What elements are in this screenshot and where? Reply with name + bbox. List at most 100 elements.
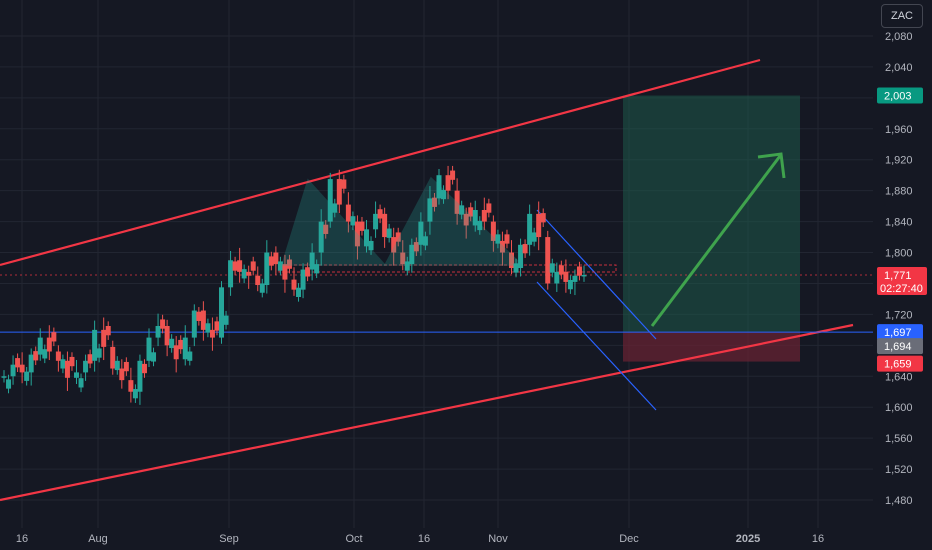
candle-body [19, 364, 25, 373]
candle-body [96, 348, 102, 358]
upper-channel-line [0, 58, 761, 267]
pattern-right-peak [383, 176, 524, 266]
candle-body [219, 287, 224, 338]
candle-body [114, 360, 120, 371]
candle-body [377, 209, 383, 219]
candle-body [459, 205, 465, 215]
time-tick-label: Sep [219, 533, 239, 545]
candle-body [572, 275, 578, 282]
candle-body [277, 261, 283, 271]
candle-body [200, 310, 206, 330]
candle-body [273, 252, 279, 265]
position-zones [623, 95, 800, 362]
time-tick-label: Aug [88, 533, 108, 545]
candles [1, 165, 587, 405]
candle-body [155, 326, 161, 338]
candle-body [536, 213, 542, 238]
candle-body [259, 283, 265, 293]
candle-body [391, 237, 397, 253]
candle-body [305, 267, 311, 277]
candle-body [354, 221, 360, 247]
candle-body [169, 338, 175, 349]
time-tick-label: Nov [488, 533, 508, 545]
candle-body [264, 252, 270, 286]
candle-body [382, 213, 388, 238]
candle-body [55, 351, 61, 361]
candle-body [431, 197, 437, 207]
neckline-box [278, 264, 617, 273]
double-top-pattern [280, 176, 524, 266]
descending-channel-upper [536, 209, 657, 340]
candle-body [64, 360, 70, 378]
candle-body [486, 203, 492, 213]
candle-body [74, 372, 79, 378]
candle-body [182, 337, 188, 360]
candle-body [368, 240, 374, 251]
price-tick-label: 1,600 [885, 402, 913, 414]
target-badge-bg [877, 87, 923, 104]
candle-body [336, 179, 342, 205]
candle-body [527, 213, 533, 245]
time-tick-label: 16 [16, 533, 28, 545]
candle-body [341, 179, 347, 189]
entry-badge-bg [877, 324, 923, 341]
candle-body [499, 240, 505, 253]
candle-body [191, 310, 197, 338]
candle-body [545, 237, 551, 284]
candle-body [268, 256, 274, 266]
candle-body [33, 351, 39, 361]
candle-body [413, 242, 419, 252]
candle-body [214, 321, 220, 331]
candle-body [15, 358, 21, 368]
candle-body [255, 275, 261, 286]
symbol-label[interactable]: ZAC [881, 4, 923, 28]
candle-body [164, 326, 170, 346]
candle-body [1, 376, 7, 378]
last-price-badge-bg [877, 266, 927, 295]
candle-body [386, 228, 392, 238]
candle-body [558, 265, 564, 275]
candle-body [477, 220, 483, 231]
time-tick-label: Oct [345, 533, 362, 545]
price-tick-label: 1,560 [885, 433, 913, 445]
candle-body [228, 260, 234, 288]
candle-body [250, 261, 256, 271]
candle-body [60, 359, 66, 369]
candle-body [92, 329, 98, 361]
time-tick-label: 2025 [736, 533, 760, 545]
time-axis[interactable]: 16 Aug Sep Oct 16 Nov Dec 2025 16 [16, 533, 824, 545]
candle-body [137, 360, 143, 392]
candle-body [232, 261, 238, 271]
candle-body [436, 175, 442, 199]
candle-body [291, 279, 297, 290]
candle-body [554, 271, 560, 284]
candle-body [223, 315, 229, 325]
candle-body [282, 264, 288, 280]
candle-body [132, 389, 138, 399]
candle-body [160, 319, 166, 329]
stop-line-badge-bg [877, 338, 923, 355]
candle-body [119, 368, 125, 381]
candle-body [237, 260, 243, 272]
candle-body [146, 337, 152, 361]
candle-body [101, 329, 107, 347]
candle-body [441, 189, 447, 200]
candle-body [87, 354, 93, 364]
candle-body [209, 329, 215, 338]
price-tick-label: 1,520 [885, 464, 913, 476]
candle-body [286, 259, 292, 269]
arrow-shaft [650, 155, 782, 327]
lower-channel-line [0, 323, 854, 502]
candle-body [345, 204, 351, 222]
candle-body [495, 234, 501, 244]
candle-body [178, 339, 184, 350]
candle-body [445, 175, 451, 191]
candle-body [518, 244, 524, 268]
price-tick-label: 1,800 [885, 248, 913, 260]
candle-body [309, 252, 315, 270]
candle-body [196, 311, 202, 321]
candle-body [28, 354, 34, 373]
candle-body [427, 198, 433, 222]
